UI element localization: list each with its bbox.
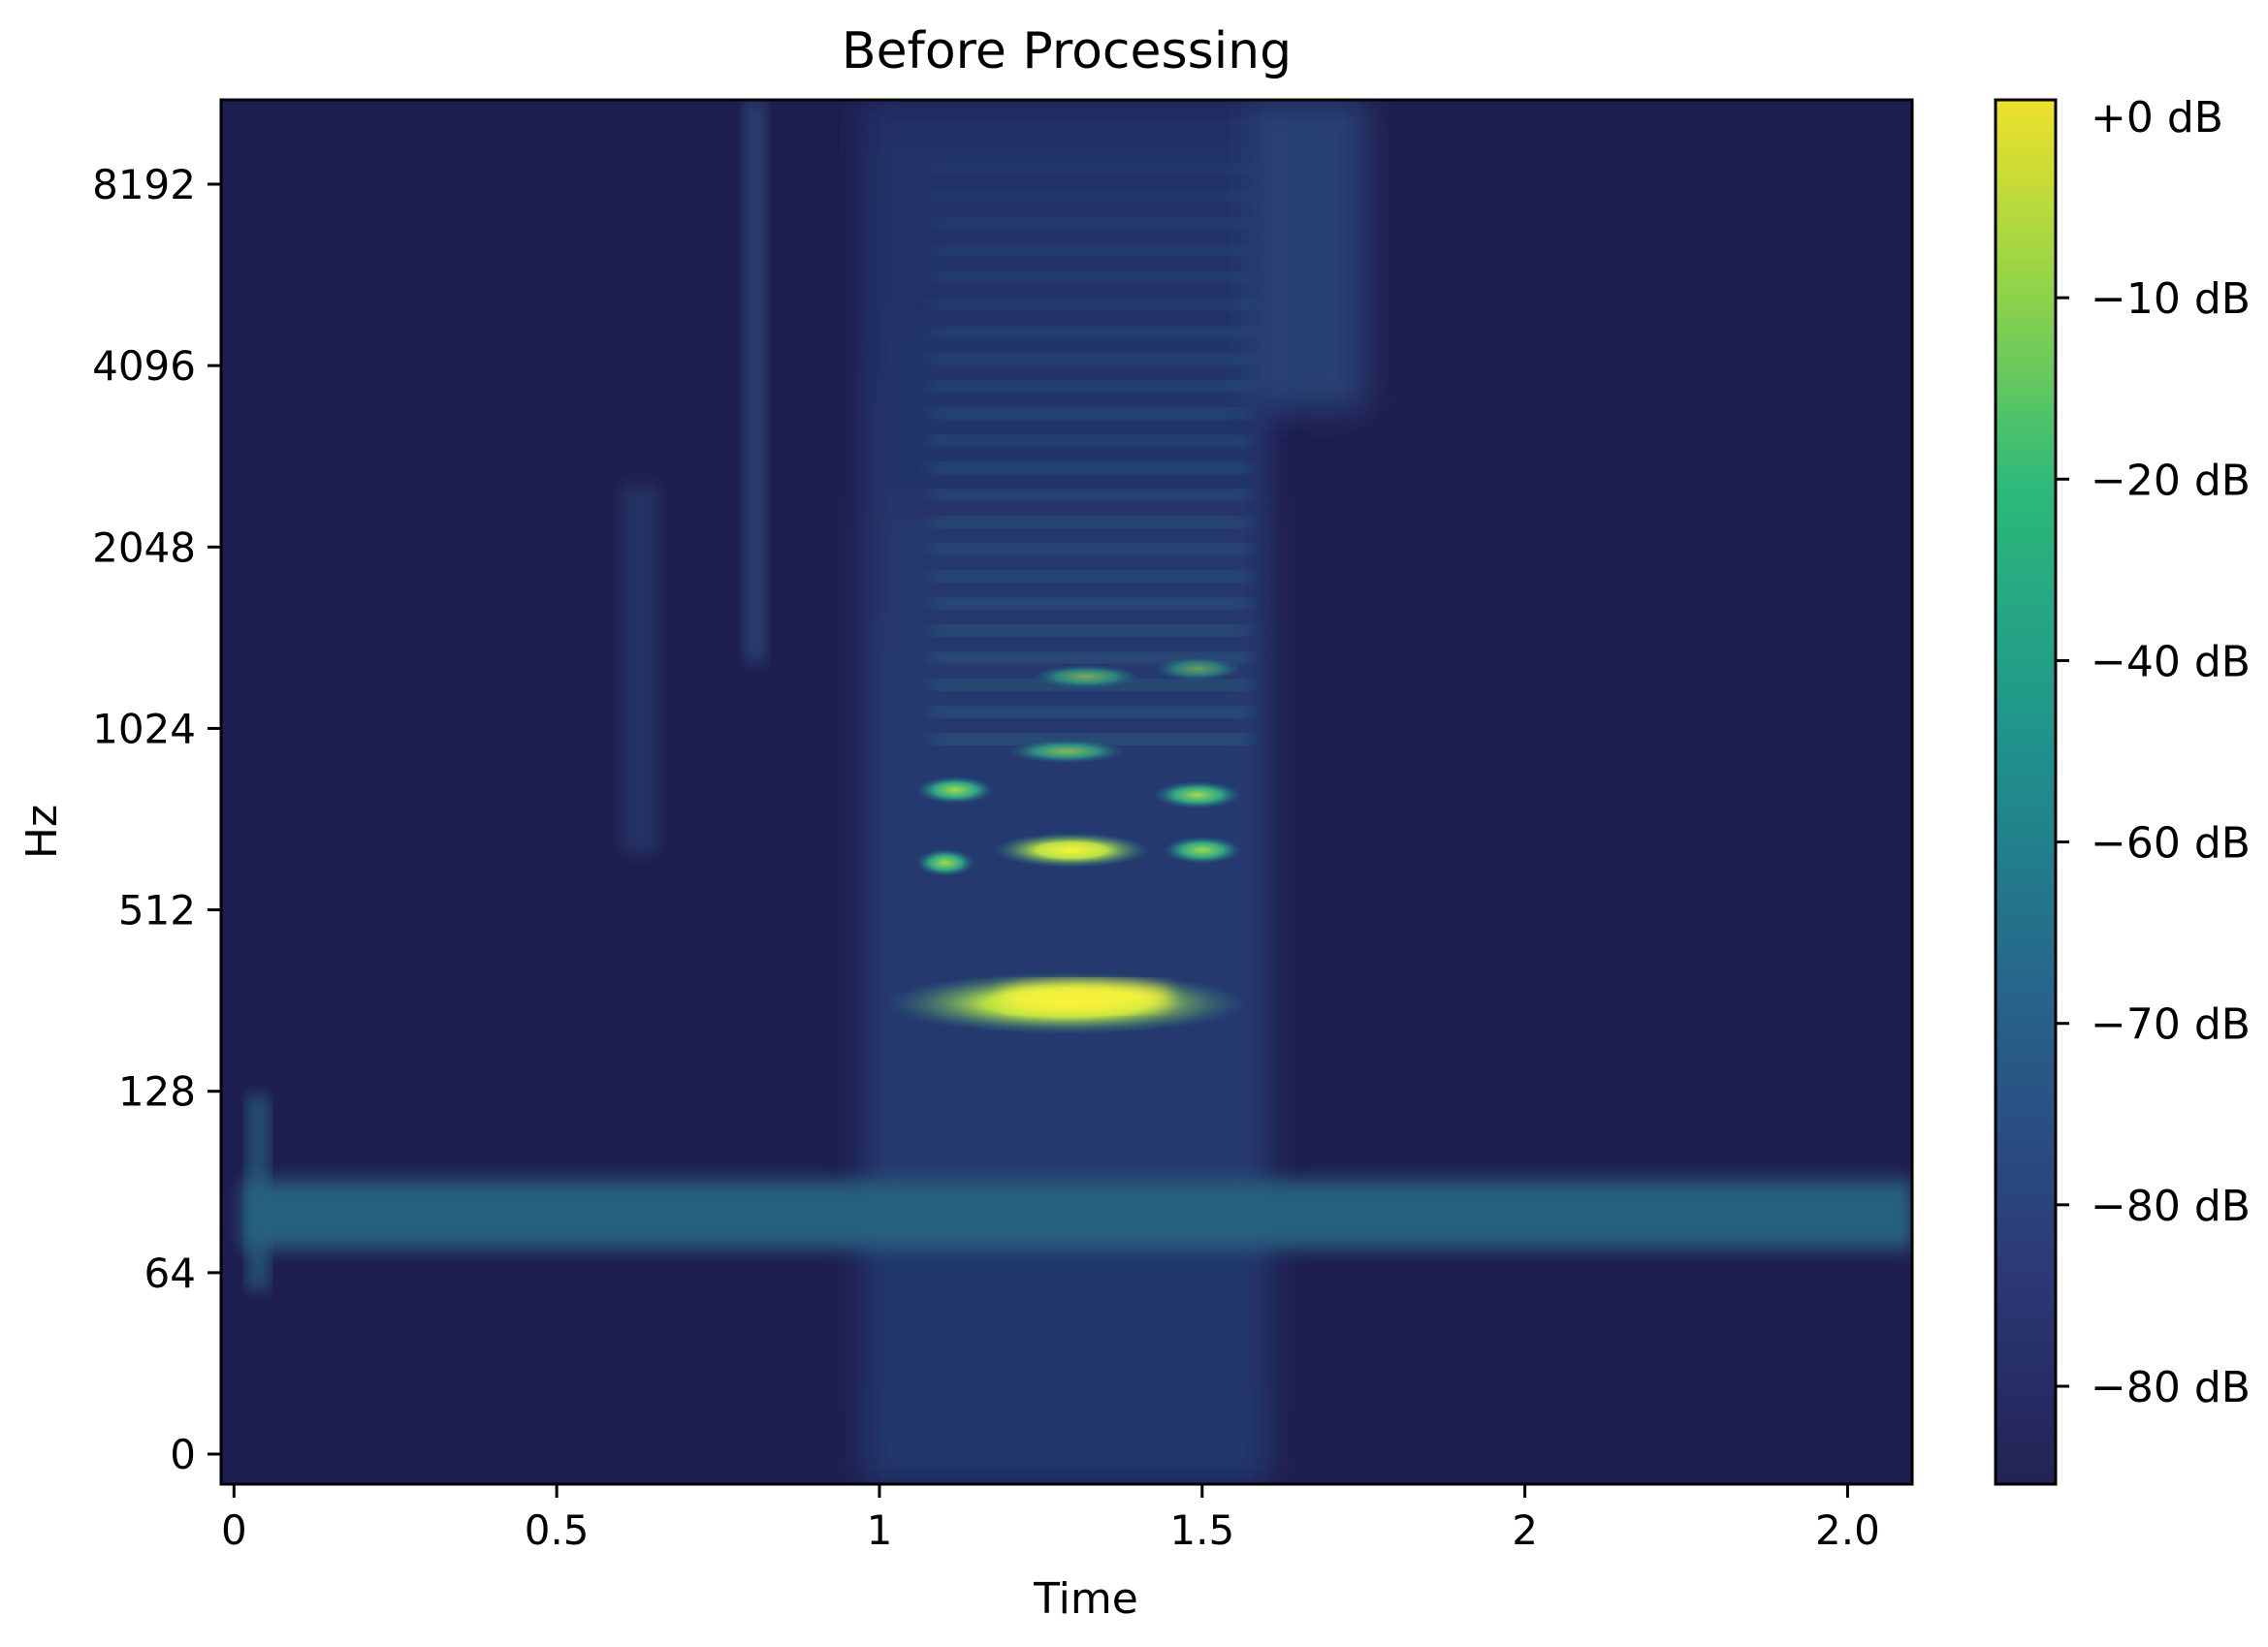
harmonic-stripe	[931, 735, 1251, 744]
harmonic-stripe	[931, 273, 1251, 282]
colorbar-tick-label: −60 dB	[2091, 819, 2251, 869]
formant-second-right	[1164, 837, 1241, 864]
y-axis: 0 64 128 512 1024 2048 4096 8192	[92, 161, 221, 1478]
x-tick-label: 0	[221, 1506, 247, 1554]
y-tick-label: 64	[144, 1250, 196, 1297]
x-tick-label: 2	[1512, 1506, 1538, 1554]
harmonic-stripe	[931, 165, 1251, 174]
formant-second-left	[916, 849, 974, 876]
colorbar-tick-label: −40 dB	[2091, 637, 2251, 686]
harmonic-stripe	[931, 599, 1251, 608]
spectrogram-plot	[219, 98, 1914, 1486]
harmonic-stripe	[931, 545, 1251, 554]
hum-onset	[247, 1095, 269, 1289]
x-tick-label: 0.5	[525, 1506, 590, 1554]
harmonic-stripe	[931, 491, 1251, 499]
harmonic-stripe	[931, 192, 1251, 201]
harmonic-stripe	[931, 708, 1251, 716]
harmonic-stripe	[931, 246, 1251, 255]
x-tick-label: 1	[867, 1506, 893, 1554]
harmonic-stripe	[931, 328, 1251, 336]
faint-streak	[621, 485, 659, 853]
y-tick-label: 4096	[92, 342, 196, 390]
harmonic-stripe	[931, 572, 1251, 581]
formant-fundamental-core	[999, 983, 1173, 1010]
plot-frame	[219, 98, 1914, 1486]
formant-fifth-right	[1154, 657, 1241, 681]
formant-fifth	[1033, 665, 1139, 688]
colorbar: +0 dB −10 dB −20 dB −40 dB −60 dB −70 dB −80 d…	[1994, 93, 2251, 1486]
x-tick-label: 1.5	[1169, 1506, 1234, 1554]
y-tick-label: 2048	[92, 523, 196, 571]
colorbar-tick-label: −70 dB	[2091, 1000, 2251, 1050]
transient-streak	[745, 100, 766, 662]
high-freq-burst	[1251, 100, 1367, 410]
harmonic-stripe	[931, 653, 1251, 662]
colorbar-ticks: +0 dB −10 dB −20 dB −40 dB −60 dB −70 dB −80 d…	[2056, 93, 2251, 1412]
harmonic-stripe	[931, 518, 1251, 526]
formant-fourth	[1008, 740, 1125, 763]
harmonic-stripe	[931, 382, 1251, 391]
y-tick-label: 8192	[92, 161, 196, 208]
colorbar-tick-label: −80 dB	[2091, 1363, 2251, 1412]
colorbar-tick-label: −80 dB	[2091, 1182, 2251, 1231]
harmonic-stripe	[931, 219, 1251, 228]
harmonic-stripe	[931, 301, 1251, 309]
x-axis-label: Time	[1033, 1574, 1138, 1624]
harmonic-stripe	[931, 436, 1251, 445]
formant-third-right	[1154, 781, 1241, 808]
harmonic-stripe	[931, 626, 1251, 635]
colorbar-tick-label: +0 dB	[2091, 93, 2223, 143]
hum-band	[242, 1171, 1912, 1258]
y-tick-label: 1024	[92, 705, 196, 752]
colorbar-tick-label: −10 dB	[2091, 274, 2251, 324]
y-axis-label: Hz	[17, 805, 67, 859]
x-tick-label: 2.0	[1815, 1506, 1880, 1554]
y-tick-label: 512	[118, 887, 196, 934]
y-tick-label: 0	[170, 1431, 196, 1478]
formant-second	[994, 833, 1149, 868]
chart-title: Before Processing	[842, 22, 1292, 80]
colorbar-gradient	[1994, 98, 2058, 1486]
harmonic-stripe	[931, 355, 1251, 364]
harmonic-stripe	[931, 409, 1251, 418]
spectrogram-content	[242, 100, 1912, 1484]
y-tick-label: 128	[118, 1068, 196, 1116]
harmonic-stripe	[931, 463, 1251, 472]
x-axis: 0 0.5 1 1.5 2 2.0	[221, 1484, 1880, 1554]
colorbar-tick-label: −20 dB	[2091, 456, 2251, 505]
formant-third	[916, 776, 994, 804]
